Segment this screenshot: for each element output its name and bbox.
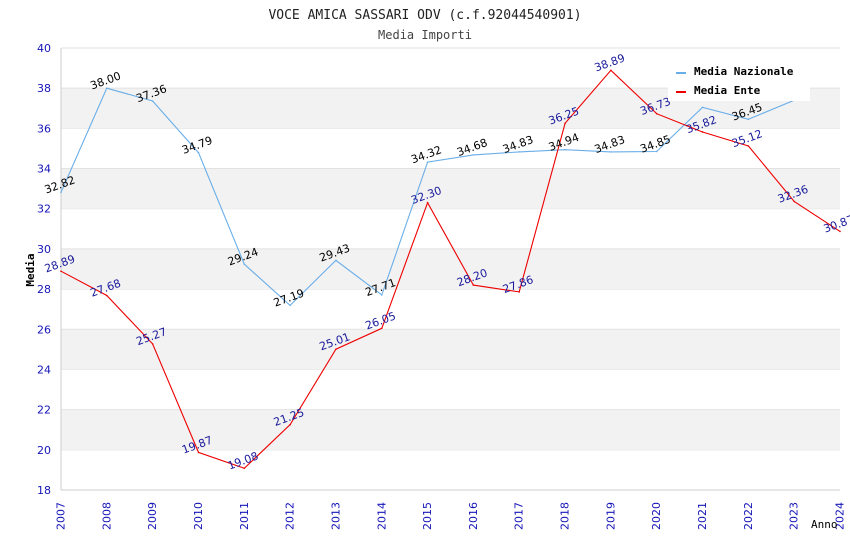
data-point-media-ente <box>564 122 566 125</box>
data-point-media-nazionale <box>243 263 246 265</box>
y-tick-label: 20 <box>37 444 51 457</box>
y-tick-labels: 18 20 22 24 26 28 30 32 34 36 38 40 <box>37 42 51 497</box>
y-tick-label: 34 <box>37 163 51 176</box>
data-point-media-ente <box>610 69 612 72</box>
y-tick-label: 36 <box>37 122 51 135</box>
legend-label-media-nazionale: Media Nazionale <box>694 65 794 78</box>
data-label-media-ente: 35.12 <box>730 127 764 150</box>
x-tick-label: 2018 <box>559 502 572 530</box>
x-tick-label: 2015 <box>421 502 434 530</box>
data-point-media-nazionale <box>564 148 566 151</box>
data-point-media-nazionale <box>380 294 383 296</box>
data-point-media-nazionale <box>610 151 612 153</box>
x-tick-label: 2014 <box>375 502 388 530</box>
data-point-media-ente <box>197 451 200 454</box>
data-point-media-ente <box>289 423 291 426</box>
chart-subtitle: Media Importi <box>378 28 472 42</box>
x-tick-label: 2009 <box>146 502 159 530</box>
data-label-media-ente: 30.87 <box>822 213 850 236</box>
data-point-media-ente <box>426 201 429 204</box>
data-label-media-nazionale: 34.83 <box>593 133 627 156</box>
data-point-media-nazionale <box>197 151 200 154</box>
chart-title: VOCE AMICA SASSARI ODV (c.f.92044540901) <box>268 8 581 23</box>
x-tick-label: 2008 <box>100 502 113 530</box>
y-tick-label: 18 <box>37 484 51 497</box>
grid-band <box>61 409 840 450</box>
data-point-media-ente <box>151 343 154 345</box>
x-tick-label: 2010 <box>192 502 205 530</box>
grid-band <box>61 329 840 370</box>
y-tick-label: 28 <box>37 283 51 296</box>
x-tick-label: 2022 <box>742 502 755 530</box>
data-label-media-nazionale: 34.32 <box>409 143 443 166</box>
data-label-media-nazionale: 34.83 <box>501 133 535 156</box>
data-point-media-nazionale <box>289 304 291 307</box>
series-lines <box>60 69 841 470</box>
x-tick-label: 2019 <box>604 502 617 530</box>
x-tick-label: 2024 <box>834 502 847 530</box>
data-label-media-ente: 19.08 <box>226 450 260 473</box>
y-tick-label: 30 <box>37 243 51 256</box>
y-tick-label: 24 <box>37 363 51 376</box>
data-point-media-ente <box>655 112 658 115</box>
legend: Media Nazionale Media Ente <box>668 60 810 101</box>
x-axis-label: Anno <box>811 518 838 531</box>
x-tick-label: 2007 <box>55 502 68 530</box>
x-tick-label: 2013 <box>329 502 342 530</box>
data-point-media-nazionale <box>518 151 521 153</box>
data-point-media-nazionale <box>426 161 429 163</box>
data-point-media-nazionale <box>151 100 154 102</box>
axes <box>60 48 840 491</box>
x-tick-label: 2020 <box>650 502 663 530</box>
x-tick-label: 2016 <box>467 502 480 530</box>
data-point-media-nazionale <box>747 118 750 121</box>
data-point-media-nazionale <box>106 87 108 89</box>
legend-label-media-ente: Media Ente <box>694 84 761 97</box>
y-tick-label: 38 <box>37 82 51 95</box>
x-tick-label: 2021 <box>696 502 709 530</box>
data-point-media-ente <box>380 327 383 330</box>
legend-box <box>668 60 810 101</box>
data-point-media-ente <box>839 230 841 233</box>
data-point-media-ente <box>518 291 521 293</box>
data-point-media-nazionale <box>472 154 475 156</box>
x-tick-labels: 2007 2008 2009 2010 2011 2012 2013 2014 2015 2016… <box>55 502 847 530</box>
grid-band <box>61 248 840 290</box>
x-tick-label: 2012 <box>284 502 297 530</box>
data-point-media-ente <box>793 200 795 203</box>
data-point-media-ente <box>243 467 246 470</box>
data-label-media-nazionale: 34.85 <box>638 133 672 156</box>
x-tick-label: 2023 <box>788 502 801 530</box>
grid-band <box>61 168 840 209</box>
data-point-media-ente <box>747 145 750 147</box>
data-point-media-nazionale <box>655 150 658 153</box>
y-tick-label: 22 <box>37 404 51 417</box>
grid-bands <box>61 47 840 451</box>
series-line-media-ente <box>60 69 841 469</box>
data-point-media-ente <box>60 270 62 273</box>
data-label-media-nazionale: 27.19 <box>272 287 306 310</box>
y-tick-label: 32 <box>37 203 51 216</box>
data-point-media-ente <box>701 131 704 133</box>
data-point-media-ente <box>472 284 475 286</box>
data-point-media-nazionale <box>60 191 62 194</box>
y-tick-label: 40 <box>37 42 51 55</box>
y-axis-label: Media <box>24 253 37 286</box>
data-point-media-nazionale <box>701 106 704 109</box>
data-point-media-ente <box>335 348 337 350</box>
x-tick-label: 2011 <box>238 502 251 530</box>
x-tick-label: 2017 <box>513 502 526 530</box>
data-point-media-ente <box>106 294 108 297</box>
data-point-media-nazionale <box>335 259 337 262</box>
y-tick-label: 26 <box>37 323 51 336</box>
